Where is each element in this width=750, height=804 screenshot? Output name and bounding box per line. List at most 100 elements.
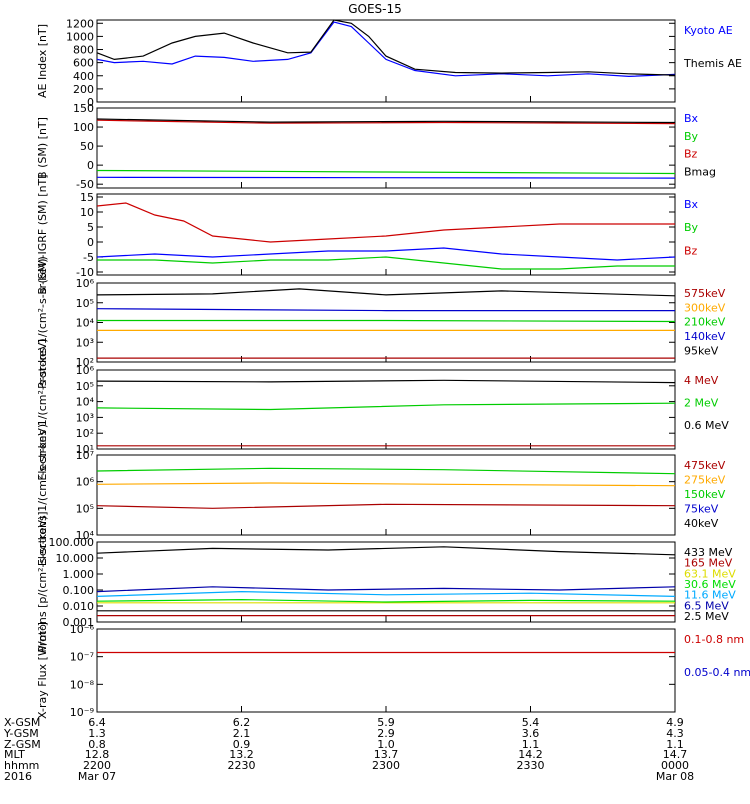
y-tick-label: 10	[80, 206, 94, 219]
x-axis-value: 3.6	[522, 727, 540, 740]
x-axis-value: 2.9	[377, 727, 395, 740]
x-axis-row-label: Y-GSM	[3, 727, 39, 740]
series-line-30-6-mev	[96, 598, 676, 603]
x-axis-value: 0.8	[88, 738, 106, 751]
y-axis-label: B (SM) [nT]	[36, 117, 49, 179]
panel-electrons2: 10⁴ 10⁵ 10⁶ 10⁷ Electrons 1/(cm²-s-sr-keV) 47…	[36, 424, 726, 566]
y-tick-label: 15	[80, 191, 94, 204]
x-axis-value: 1.3	[88, 727, 106, 740]
y-tick-label: 100	[73, 121, 94, 134]
x-axis-value: Mar 08	[656, 770, 694, 783]
series-line-bz	[96, 202, 675, 243]
legend-label: 75keV	[684, 503, 719, 516]
x-axis-value: 4.9	[666, 716, 684, 729]
y-axis-label: Protons 1/(cm²-s-sr-keV)	[36, 256, 49, 389]
x-axis-value: 0.9	[233, 738, 251, 751]
x-axis-value: 1.1	[522, 738, 540, 751]
y-tick-label: 10⁵	[76, 502, 94, 515]
y-tick-label: 1000	[66, 30, 94, 43]
legend-label: 0.05-0.4 nm	[684, 666, 750, 679]
series-line-6-5-mev	[96, 586, 676, 593]
y-tick-label: 0	[87, 96, 94, 109]
y-tick-label: 0.100	[63, 584, 95, 597]
legend-label: 575keV	[684, 287, 726, 300]
legend-label: 210keV	[684, 316, 726, 329]
y-tick-label: 10⁴	[76, 396, 95, 409]
series-line-2-mev	[96, 402, 676, 411]
series-line-bz	[96, 119, 676, 125]
y-tick-label: 10⁻⁷	[70, 651, 94, 664]
x-axis-value: 6.4	[88, 716, 106, 729]
panel-protons1: 10² 10³ 10⁴ 10⁵ 10⁶ Protons 1/(cm²-s-sr-keV) 5…	[36, 256, 726, 389]
legend-label: By	[684, 130, 699, 143]
y-tick-label: 10²	[76, 427, 94, 440]
series-line-95kev	[96, 288, 676, 297]
x-axis-value: 2200	[83, 759, 111, 772]
series-line-11-6-mev	[96, 590, 676, 597]
x-axis-row-label: MLT	[4, 748, 25, 761]
y-axis-label: AE Index [nT]	[36, 24, 49, 98]
x-axis-value: 14.7	[663, 748, 688, 761]
y-tick-label: 10⁻⁹	[70, 706, 94, 719]
series-line-210kev	[97, 319, 676, 323]
x-axis-value: Mar 07	[78, 770, 116, 783]
legend-label: Themis AE	[683, 57, 742, 70]
legend-label: 2.5 MeV	[684, 610, 729, 623]
legend-label: 95keV	[684, 344, 719, 357]
legend-label: 63.1 MeV	[684, 567, 736, 580]
y-tick-label: 10⁶	[76, 476, 95, 489]
panel-protons2: 0.001 0.010 0.100 1.000 10.000 100.000Protons…	[36, 511, 736, 652]
legend-label: 30.6 MeV	[684, 578, 736, 591]
y-tick-label: 150	[73, 102, 94, 115]
x-axis-value: 4.3	[666, 727, 684, 740]
series-line-themis-ae	[96, 19, 676, 76]
series-line-275kev	[96, 482, 676, 487]
series-line-140kev	[96, 308, 675, 312]
y-axis-label: Protons [p/(cm²-s-sr-keV)]	[36, 511, 49, 652]
y-tick-label: -10	[76, 266, 94, 279]
legend-label: Bx	[684, 112, 699, 125]
legend-label: 433 MeV	[684, 546, 733, 559]
y-tick-label: -50	[76, 178, 94, 191]
series-line-0-6-mev	[96, 379, 676, 384]
panel-frame	[96, 19, 676, 103]
x-axis-row-label: X-GSM	[4, 716, 40, 729]
y-axis-label: X-ray Flux [W/m²]	[36, 622, 49, 719]
y-tick-label: 200	[73, 83, 94, 96]
series-line-bmag	[96, 118, 676, 124]
series-line-kyoto-ae	[96, 21, 676, 78]
legend-label: 0.1-0.8 nm	[684, 633, 744, 646]
legend-label: 6.5 MeV	[684, 599, 729, 612]
panel-b: -50 0 50 100 150 B (SM) [nT] Bx By Bz Bmag	[36, 102, 716, 191]
legend-label: By	[684, 221, 699, 234]
x-axis-value: 5.4	[522, 716, 540, 729]
x-axis-value: 2.1	[233, 727, 251, 740]
x-axis-value: 2300	[372, 759, 400, 772]
y-tick-label: 10⁷	[76, 449, 94, 462]
y-tick-label: 1.000	[63, 568, 95, 581]
y-tick-label: 10⁶	[76, 364, 95, 377]
x-axis-value: 5.9	[377, 716, 395, 729]
y-tick-label: 10³	[76, 336, 94, 349]
panel-frame	[96, 193, 676, 276]
x-axis-value: 13.2	[229, 748, 254, 761]
y-tick-label: 600	[73, 57, 94, 70]
x-axis-row-label: hhmm	[4, 759, 39, 772]
y-tick-label: 10⁶	[76, 277, 95, 290]
y-tick-label: 5	[87, 221, 94, 234]
legend-label: Bmag	[684, 165, 716, 178]
panel-xray: 10⁻⁹ 10⁻⁸ 10⁻⁷ 10⁻⁶ X-ray Flux [W/m²] 0.1-0.8…	[36, 622, 750, 719]
x-axis-row-label: 2016	[4, 770, 32, 783]
y-tick-label: 800	[73, 44, 94, 57]
y-tick-label: -5	[83, 251, 94, 264]
legend-label: Kyoto AE	[684, 24, 733, 37]
legend-label: Bz	[684, 244, 698, 257]
legend-label: 165 MeV	[684, 557, 733, 570]
y-tick-label: 10⁻⁸	[70, 678, 95, 691]
legend-label: 0.6 MeV	[684, 419, 729, 432]
legend-label: Bz	[684, 148, 698, 161]
